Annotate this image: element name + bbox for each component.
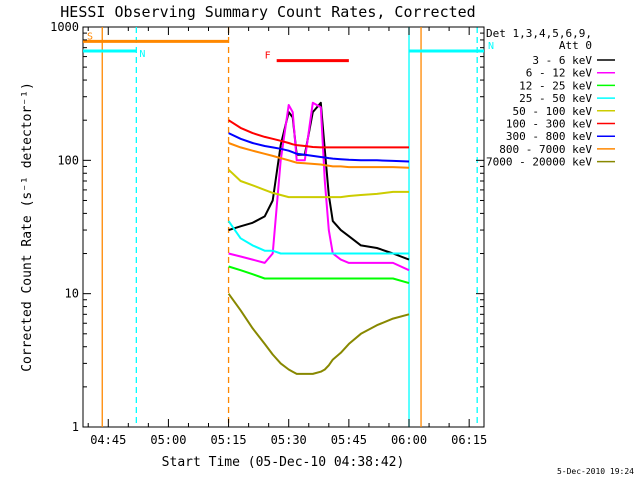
x-axis: 04:45 05:00 05:15 05:30 05:45 06:00 06:15 xyxy=(87,27,487,447)
series-line-6 xyxy=(228,132,410,163)
plot-frame xyxy=(82,26,485,428)
series-group xyxy=(227,101,410,375)
series-line-4 xyxy=(227,168,409,199)
footer-timestamp: 5-Dec-2010 19:24 xyxy=(557,467,634,476)
legend-header-1: Att 0 xyxy=(559,39,592,52)
legend-label-3: 25 - 50 keV xyxy=(519,92,592,105)
x-tick-label-3: 05:30 xyxy=(271,433,307,447)
legend-label-2: 12 - 25 keV xyxy=(519,79,592,92)
legend-header-0: Det 1,3,4,5,6,9, xyxy=(486,27,592,40)
series-line-5 xyxy=(228,119,409,149)
y-tick-label-2: 100 xyxy=(57,153,79,167)
x-axis-label: Start Time (05-Dec-10 04:38:42) xyxy=(162,455,405,470)
legend-label-8: 7000 - 20000 keV xyxy=(486,156,592,169)
series-line-3 xyxy=(227,220,409,255)
series-line-0 xyxy=(228,101,410,261)
y-axis: 1 10 100 1000 xyxy=(50,20,484,434)
y-axis-label: Corrected Count Rate (s⁻¹ detector⁻¹) xyxy=(20,82,35,372)
legend-label-1: 6 - 12 keV xyxy=(526,67,593,80)
legend-label-7: 800 - 7000 keV xyxy=(499,143,592,156)
y-tick-label-0: 1 xyxy=(72,420,79,434)
x-tick-label-1: 05:00 xyxy=(150,433,186,447)
annotation-bars: S N N F xyxy=(83,31,494,63)
annotation-label-1: N xyxy=(139,49,145,60)
y-tick-label-1: 10 xyxy=(65,287,79,301)
legend-label-0: 3 - 6 keV xyxy=(532,54,592,67)
series-line-2 xyxy=(228,265,410,285)
x-tick-label-0: 04:45 xyxy=(90,433,126,447)
annotation-label-3: F xyxy=(265,51,271,62)
series-line-1 xyxy=(228,101,410,272)
series-line-8 xyxy=(227,293,410,375)
x-tick-label-4: 05:45 xyxy=(331,433,367,447)
x-tick-label-6: 06:15 xyxy=(451,433,487,447)
annotation-label-2: N xyxy=(488,41,494,52)
chart-title: HESSI Observing Summary Count Rates, Cor… xyxy=(60,3,475,21)
x-tick-label-5: 06:00 xyxy=(391,433,427,447)
annotation-label-0: S xyxy=(87,31,93,42)
x-tick-label-2: 05:15 xyxy=(211,433,247,447)
legend-label-5: 100 - 300 keV xyxy=(506,118,592,131)
legend-label-4: 50 - 100 keV xyxy=(513,105,593,118)
series-line-7 xyxy=(228,142,410,169)
legend-label-6: 300 - 800 keV xyxy=(506,130,592,143)
y-tick-label-3: 1000 xyxy=(50,20,79,34)
marker-lines xyxy=(101,27,478,427)
